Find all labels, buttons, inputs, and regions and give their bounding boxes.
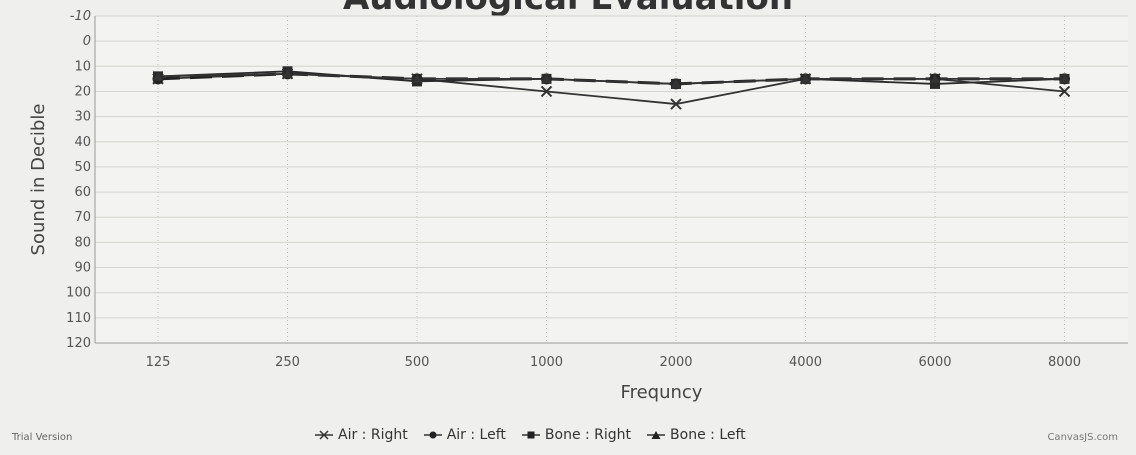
x-tick-label: 8000 <box>1048 355 1081 370</box>
legend-label-air-right: Air : Right <box>338 427 408 443</box>
data-point-triangle <box>282 68 293 78</box>
x-tick-label: 1000 <box>530 355 563 370</box>
y-tick-label: 50 <box>74 160 91 175</box>
y-tick-label: 60 <box>74 185 91 200</box>
y-tick-label: 90 <box>74 261 91 276</box>
data-point-triangle <box>1059 73 1070 83</box>
data-point-cross <box>670 98 682 110</box>
y-tick-label: 20 <box>74 84 91 99</box>
chart-title: Audiological Evaluation <box>0 0 1136 18</box>
y-tick-label: 70 <box>74 210 91 225</box>
y-tick-label: 10 <box>74 59 91 74</box>
data-point-triangle <box>541 73 552 83</box>
data-point-triangle <box>930 73 940 83</box>
x-tick-label: 125 <box>146 355 171 370</box>
y-tick-label: 100 <box>66 286 91 301</box>
data-point-triangle <box>412 73 422 83</box>
y-tick-label: 110 <box>66 311 91 326</box>
data-point-cross <box>540 85 553 98</box>
legend-item-bone-right[interactable]: Bone : Right <box>521 427 632 443</box>
y-tick-label: 0 <box>83 34 91 49</box>
trial-version-label: Trial Version <box>12 432 73 443</box>
x-tick-label: 4000 <box>789 355 822 370</box>
legend-label-air-left: Air : Left <box>446 427 506 443</box>
x-tick-label: 2000 <box>659 355 692 370</box>
triangle-marker-icon <box>647 431 666 439</box>
data-point-triangle <box>153 71 163 81</box>
legend-item-air-left[interactable]: Air : Left <box>423 427 506 443</box>
data-point-triangle <box>671 78 681 88</box>
x-tick-label: 6000 <box>918 355 951 370</box>
canvasjs-credit[interactable]: CanvasJS.com <box>1047 432 1118 443</box>
y-tick-label: 30 <box>74 110 91 125</box>
circle-marker-icon <box>423 431 442 439</box>
x-tick-label: 500 <box>405 355 430 370</box>
legend-item-bone-left[interactable]: Bone : Left <box>647 427 746 443</box>
square-marker-icon <box>521 431 540 439</box>
legend-label-bone-right: Bone : Right <box>544 427 632 443</box>
data-point-cross <box>1058 85 1071 98</box>
cross-marker-icon <box>315 430 333 440</box>
x-tick-label: 250 <box>275 355 300 370</box>
y-tick-label: 120 <box>66 336 91 351</box>
series-line-3 <box>157 72 1065 85</box>
y-tick-label: 80 <box>74 235 91 250</box>
y-axis-title: Sound in Decible <box>28 104 49 256</box>
data-point-square <box>930 78 940 89</box>
y-tick-label: 40 <box>74 135 91 150</box>
data-point-triangle <box>800 73 811 83</box>
x-axis-title: Frequncy <box>621 382 703 403</box>
legend: Air : Right Air : Left Bone : Right Bone… <box>315 427 746 443</box>
y-tick-label: -10 <box>70 9 91 24</box>
plot-area <box>95 16 1128 343</box>
legend-item-air-right[interactable]: Air : Right <box>315 427 408 443</box>
legend-label-bone-left: Bone : Left <box>670 427 746 443</box>
